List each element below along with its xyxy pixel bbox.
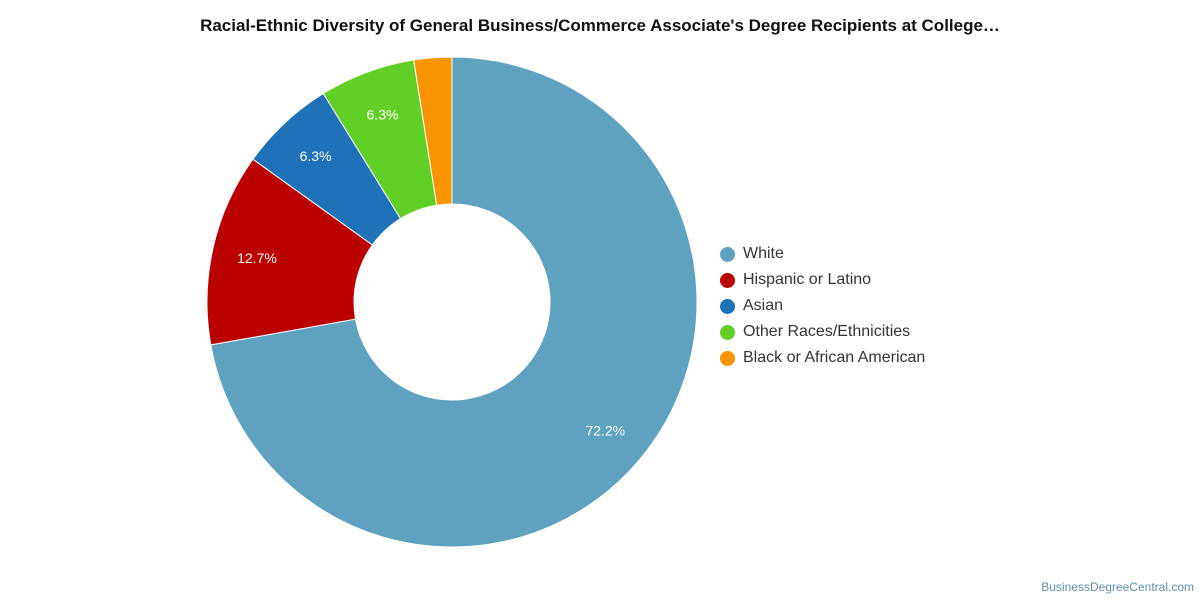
slice-hispanic-or-latino[interactable] (206, 158, 374, 346)
legend-swatch (720, 350, 735, 366)
legend-swatch (720, 246, 735, 262)
legend-item-black-or-african-american[interactable]: Black or African American (720, 345, 925, 371)
legend-item-white[interactable]: White (720, 241, 925, 267)
legend-swatch (720, 324, 735, 340)
legend-label: Hispanic or Latino (743, 271, 872, 288)
legend-label: White (743, 245, 784, 262)
legend-label: Asian (743, 297, 784, 314)
legend-swatch (720, 272, 735, 288)
site-credit-link[interactable]: BusinessDegreeCentral.com (1041, 580, 1194, 594)
legend-item-hispanic-or-latino[interactable]: Hispanic or Latino (720, 267, 925, 293)
slice-label-asian: 6.3% (300, 148, 332, 164)
legend-label: Black or African American (743, 349, 926, 366)
legend-label: Other Races/Ethnicities (743, 323, 911, 340)
slice-label-white: 72.2% (585, 422, 625, 438)
slice-white[interactable] (210, 56, 698, 548)
chart-title: Racial-Ethnic Diversity of General Busin… (200, 16, 1000, 35)
slice-label-hispanic-or-latino: 12.7% (237, 250, 277, 266)
chart-legend: White Hispanic or Latino Asian Other Rac… (720, 241, 925, 371)
legend-item-asian[interactable]: Asian (720, 293, 925, 319)
donut-slices (206, 56, 698, 548)
legend-swatch (720, 298, 735, 314)
slice-black-or-african-american[interactable] (413, 56, 453, 206)
legend-item-other-races-ethnicities[interactable]: Other Races/Ethnicities (720, 319, 925, 345)
donut-slice-labels: 72.2% 12.7% 6.3% 6.3% (237, 106, 625, 438)
slice-label-other-races-ethnicities: 6.3% (367, 106, 399, 122)
